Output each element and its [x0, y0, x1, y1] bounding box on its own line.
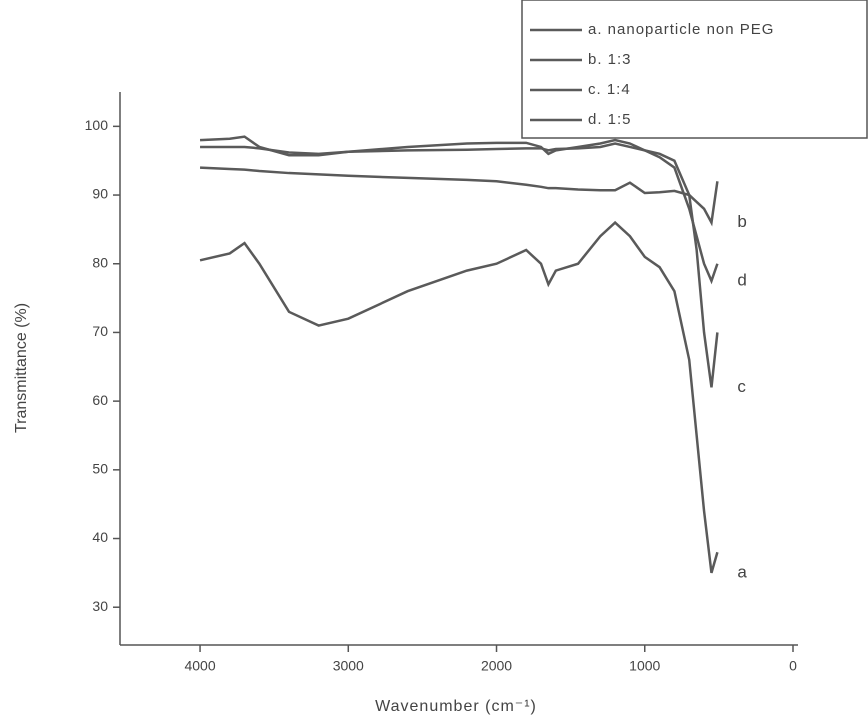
y-tick-label: 30 [92, 598, 108, 614]
x-tick-label: 0 [789, 658, 797, 674]
legend-label: c. 1:4 [588, 81, 631, 98]
annotation: d [737, 270, 746, 289]
line-series [200, 142, 719, 388]
legend-box [521, 0, 868, 139]
x-tick-label: 2000 [481, 658, 512, 674]
legend-label: b. 1:3 [588, 51, 632, 68]
annotation: c [737, 377, 746, 396]
annotation: a [737, 562, 747, 581]
line-series [199, 166, 719, 227]
y-axis-label: Transmittance (%) [13, 303, 30, 433]
y-tick-label: 80 [92, 254, 108, 270]
x-axis-label: Wavenumber (cm⁻¹) [375, 698, 537, 715]
y-tick-label: 40 [92, 529, 108, 545]
y-tick-label: 100 [85, 117, 109, 133]
y-tick-label: 60 [92, 392, 108, 408]
y-tick-label: 50 [92, 461, 108, 477]
y-tick-label: 90 [92, 186, 108, 202]
line-series [199, 135, 719, 285]
legend-label: a. nanoparticle non PEG [588, 21, 774, 38]
x-tick-label: 3000 [333, 658, 364, 674]
legend-label: d. 1:5 [588, 111, 632, 128]
x-tick-label: 1000 [629, 658, 660, 674]
line-series [199, 220, 719, 574]
x-tick-label: 4000 [184, 658, 215, 674]
annotation: b [737, 212, 746, 231]
y-tick-label: 70 [92, 323, 108, 339]
